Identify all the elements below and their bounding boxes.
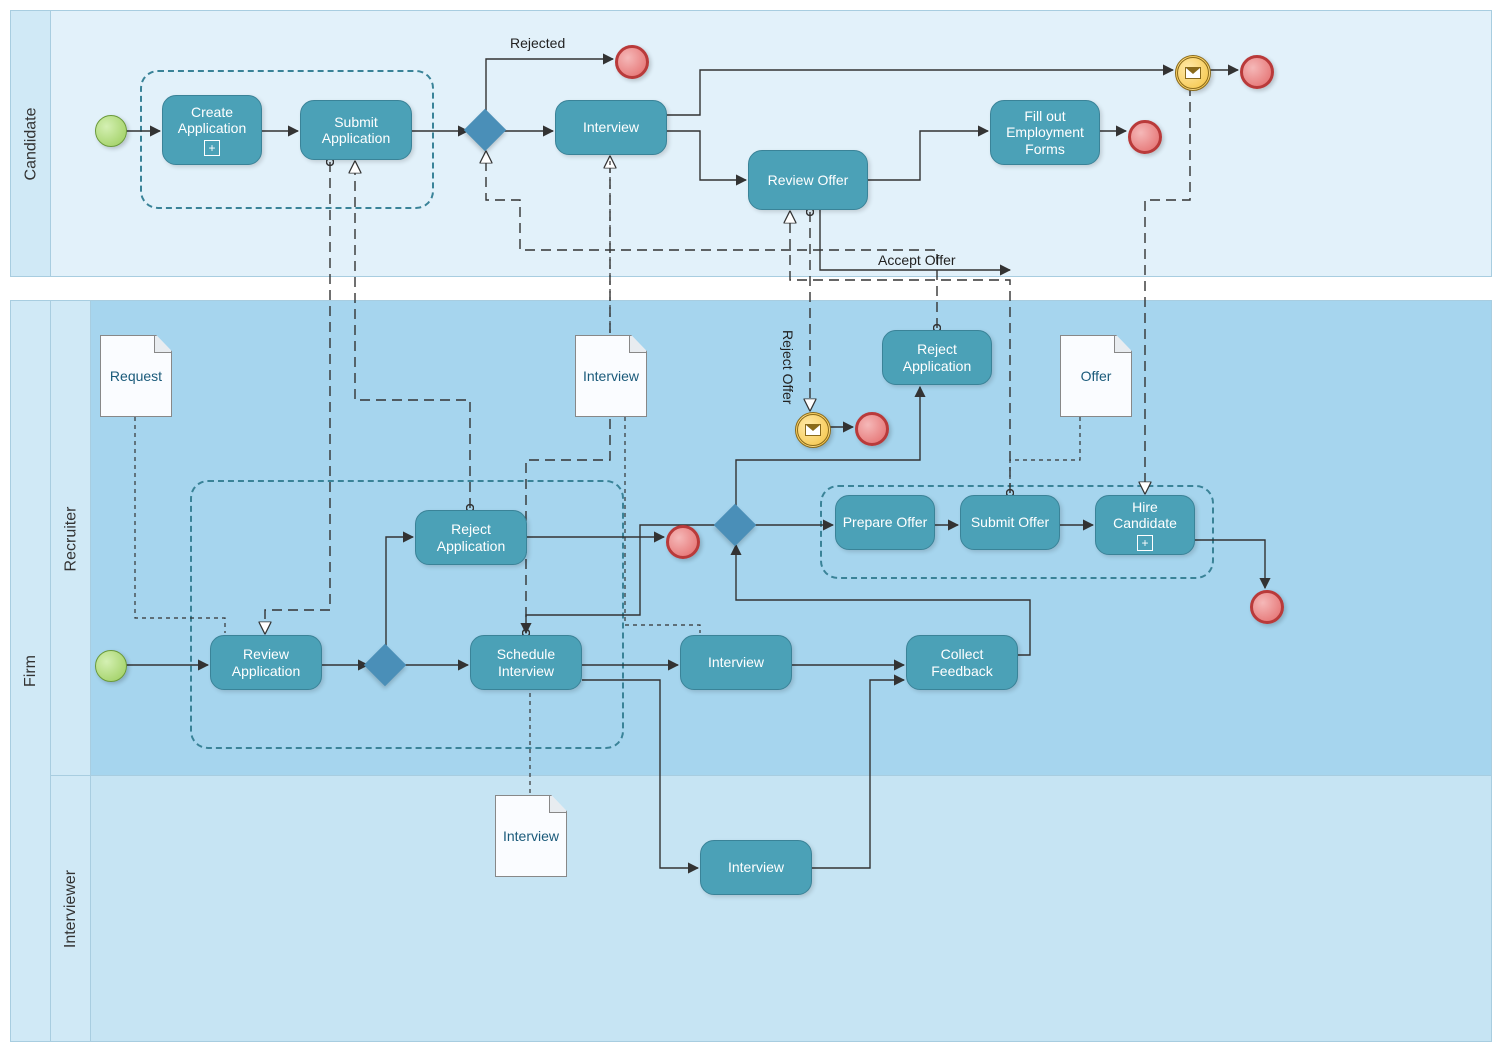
lane-label: Interviewer bbox=[62, 869, 80, 947]
task-t_interview_r: Interview bbox=[680, 635, 792, 690]
envelope-icon bbox=[1185, 67, 1201, 79]
task-t_collect_fb: Collect Feedback bbox=[906, 635, 1018, 690]
task-label: Schedule Interview bbox=[475, 646, 577, 678]
task-t_hire: Hire Candidate + bbox=[1095, 495, 1195, 555]
task-t_review_offer: Review Offer bbox=[748, 150, 868, 210]
data-object-label: Request bbox=[110, 368, 162, 384]
lane-header-interviewer_lane: Interviewer bbox=[50, 775, 92, 1042]
pool-header-candidate_pool: Candidate bbox=[10, 10, 52, 277]
data-object-do_offer: Offer bbox=[1060, 335, 1132, 417]
task-t_submit_app: Submit Application bbox=[300, 100, 412, 160]
label-lbl_accept_offer: Accept Offer bbox=[878, 252, 956, 268]
task-label: Prepare Offer bbox=[843, 514, 928, 530]
data-object-label: Offer bbox=[1081, 368, 1112, 384]
end-event-end_cand_forms bbox=[1128, 120, 1162, 154]
task-t_review_app: Review Application bbox=[210, 635, 322, 690]
task-label: Submit Offer bbox=[971, 514, 1049, 530]
task-label: Hire Candidate bbox=[1100, 499, 1190, 531]
task-label: Fill out Employment Forms bbox=[995, 108, 1095, 156]
task-t_interview_i: Interview bbox=[700, 840, 812, 895]
task-label: Collect Feedback bbox=[911, 646, 1013, 678]
lane-label: Recruiter bbox=[62, 506, 80, 571]
subprocess-marker-icon: + bbox=[1137, 535, 1153, 551]
group-grp_firm_review bbox=[190, 480, 624, 749]
end-event-end_cand_reject bbox=[615, 45, 649, 79]
data-object-do_interview_r: Interview bbox=[575, 335, 647, 417]
task-label: Reject Application bbox=[420, 521, 522, 553]
task-t_reject_app1: Reject Application bbox=[415, 510, 527, 565]
bpmn-diagram: Candidate Firm Recruiter Interviewer Create… bbox=[0, 0, 1500, 1056]
task-t_create_app: Create Application + bbox=[162, 95, 262, 165]
task-t_prepare_offer: Prepare Offer bbox=[835, 495, 935, 550]
end-event-end_firm_reject bbox=[666, 525, 700, 559]
end-event-end_reject_offer bbox=[855, 412, 889, 446]
end-event-end_firm_hire bbox=[1250, 590, 1284, 624]
pool-header-firm_pool: Firm bbox=[10, 300, 52, 1042]
task-label: Interview bbox=[728, 859, 784, 875]
label-lbl_rejected: Rejected bbox=[510, 35, 565, 51]
data-object-do_request: Request bbox=[100, 335, 172, 417]
message-event-msg_cand_out bbox=[1175, 55, 1211, 91]
task-label: Create Application bbox=[167, 104, 257, 136]
pool-label: Firm bbox=[22, 655, 40, 687]
task-t_submit_offer: Submit Offer bbox=[960, 495, 1060, 550]
end-event-end_cand_out bbox=[1240, 55, 1274, 89]
task-t_fill_forms: Fill out Employment Forms bbox=[990, 100, 1100, 165]
subprocess-marker-icon: + bbox=[204, 140, 220, 156]
task-t_reject_app2: Reject Application bbox=[882, 330, 992, 385]
pool-label: Candidate bbox=[22, 107, 40, 180]
task-label: Review Offer bbox=[768, 172, 849, 188]
task-label: Interview bbox=[583, 119, 639, 135]
data-object-label: Interview bbox=[503, 828, 559, 844]
message-event-msg_reject_offer bbox=[795, 412, 831, 448]
task-t_sched_interview: Schedule Interview bbox=[470, 635, 582, 690]
task-t_interview_cand: Interview bbox=[555, 100, 667, 155]
envelope-icon bbox=[805, 424, 821, 436]
task-label: Review Application bbox=[215, 646, 317, 678]
task-label: Reject Application bbox=[887, 341, 987, 373]
start-event-start_firm bbox=[95, 650, 127, 682]
lane-body-interviewer_lane bbox=[90, 775, 1492, 1042]
start-event-start_cand bbox=[95, 115, 127, 147]
data-object-do_interview_i: Interview bbox=[495, 795, 567, 877]
task-label: Submit Application bbox=[305, 114, 407, 146]
lane-header-recruiter_lane: Recruiter bbox=[50, 300, 92, 777]
data-object-label: Interview bbox=[583, 368, 639, 384]
task-label: Interview bbox=[708, 654, 764, 670]
label-lbl_reject_offer: Reject Offer bbox=[780, 330, 796, 404]
